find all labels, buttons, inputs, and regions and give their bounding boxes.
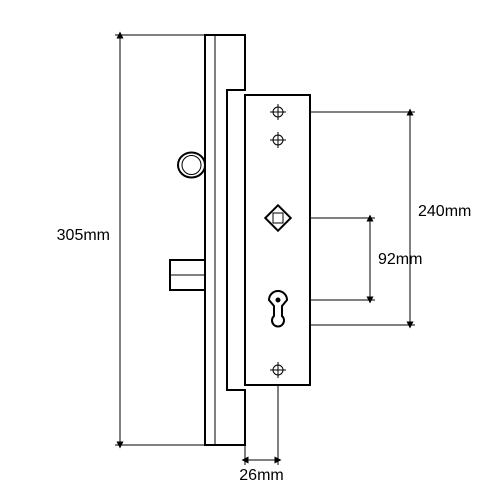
spindle-square xyxy=(273,213,283,223)
dim-label-240: 240mm xyxy=(418,203,471,220)
cylinder-pin xyxy=(276,298,280,302)
euro-cylinder xyxy=(269,291,287,326)
spindle-hole xyxy=(265,205,290,230)
faceplate xyxy=(205,35,245,445)
dim-label-26: 26mm xyxy=(239,467,283,484)
dim-label-92: 92mm xyxy=(378,251,422,268)
lock-dimension-diagram: 305mm 240mm 92mm 26mm xyxy=(0,0,500,500)
dim-label-305: 305mm xyxy=(57,227,110,244)
